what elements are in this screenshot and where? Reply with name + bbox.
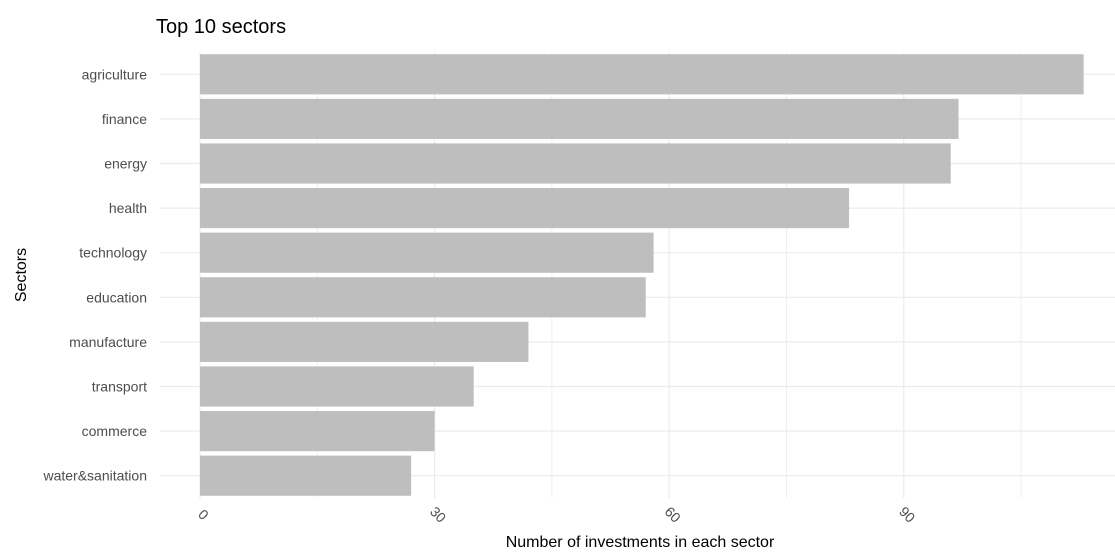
y-tick-label: manufacture — [69, 334, 147, 350]
y-tick-label: education — [86, 289, 147, 305]
bar-agriculture — [200, 54, 1084, 95]
y-tick-label: finance — [102, 111, 147, 127]
y-tick-label: water&sanitation — [42, 468, 147, 484]
y-tick-label: energy — [104, 156, 147, 172]
bar-manufacture — [200, 321, 529, 362]
y-axis-label: Sectors — [13, 248, 30, 302]
x-tick-label: 90 — [896, 503, 918, 525]
x-tick-label: 60 — [662, 503, 684, 525]
chart-title: Top 10 sectors — [156, 16, 287, 38]
y-tick-label: technology — [79, 245, 147, 261]
y-tick-label: agriculture — [82, 66, 148, 82]
x-axis-label: Number of investments in each sector — [506, 534, 775, 551]
bar-energy — [200, 143, 951, 184]
bar-water-sanitation — [200, 455, 412, 496]
bar-education — [200, 277, 646, 318]
bar-finance — [200, 98, 959, 139]
x-tick-label: 0 — [195, 506, 212, 523]
x-tick-label: 30 — [427, 503, 449, 525]
y-tick-label: commerce — [82, 423, 148, 439]
y-tick-label: health — [109, 200, 147, 216]
bar-technology — [200, 232, 654, 273]
bar-commerce — [200, 411, 435, 452]
bar-health — [200, 188, 850, 229]
y-tick-label: transport — [92, 379, 147, 395]
bar-transport — [200, 366, 474, 407]
